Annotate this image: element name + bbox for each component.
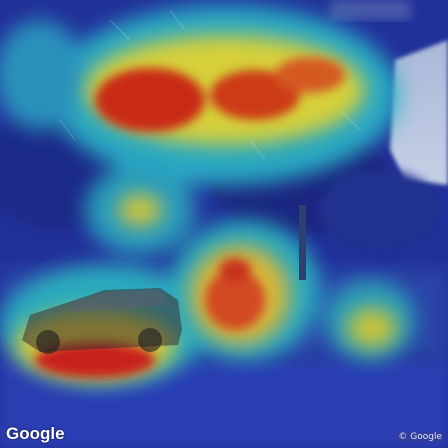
google-logo: Google <box>6 424 65 443</box>
sky-region <box>330 0 448 185</box>
copyright-notice: © Google <box>396 432 444 442</box>
heat-glow-hot <box>35 57 345 378</box>
tree-trunk <box>299 205 306 280</box>
foliage-texture <box>59 9 361 161</box>
car-silhouette <box>22 288 182 354</box>
